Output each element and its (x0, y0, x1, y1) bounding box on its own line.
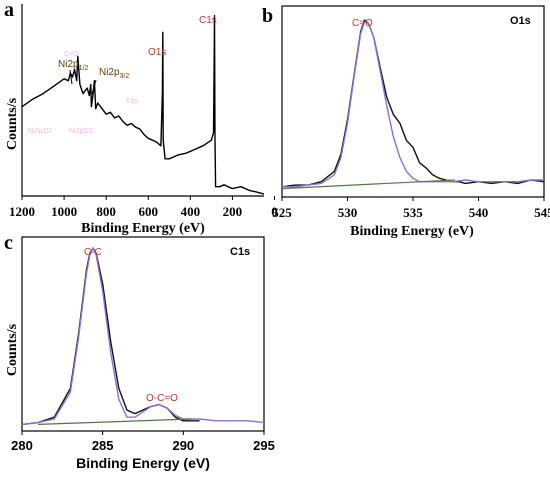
panel-a-x-tick-labels: 1200 1000 800 600 400 200 0 (9, 204, 278, 219)
panel-b-co-label: C=O (352, 18, 373, 29)
x-tick-label: 800 (96, 204, 116, 219)
panel-a-ni2p12-pointer (69, 69, 73, 85)
series-line-3 (281, 179, 455, 190)
panel-a: a 1200 1000 800 600 400 200 0 Binding Energy (… (4, 0, 278, 236)
x-tick-label: 600 (139, 204, 159, 219)
panel-b-x-ticks (281, 197, 545, 201)
panel-c-x-ticks (21, 431, 265, 435)
panel-a-series (21, 14, 265, 195)
panel-c-cc-label: C-C (84, 247, 102, 258)
x-tick-label: 295 (253, 438, 275, 453)
x-tick-label: 530 (338, 205, 358, 220)
series-line-3 (38, 418, 192, 425)
series-line-1 (21, 14, 265, 195)
panel-a-axes (21, 4, 264, 197)
svg-text:Ni2p1/2: Ni2p1/2 (58, 59, 88, 72)
x-tick-label: 535 (403, 205, 423, 220)
x-tick-label: 0 (271, 204, 278, 219)
panel-c-title: C1s (230, 246, 250, 258)
panel-c: c 280 285 290 295 Binding Energy (eV) Count… (4, 232, 275, 471)
series-line-2 (21, 247, 265, 426)
x-tick-label: 285 (92, 438, 114, 453)
series-line-2 (282, 21, 544, 188)
panel-c-x-tick-labels: 280 285 290 295 (11, 438, 275, 453)
panel-c-frame (21, 236, 265, 432)
panel-b-x-tick-labels: 525 530 535 540 545 (272, 205, 550, 220)
x-tick-label: 400 (181, 204, 201, 219)
panel-a-ni2p12-label: Ni2p1/2 (58, 59, 88, 72)
panel-a-ghost-mark: F1s (126, 98, 138, 105)
svg-text:Ni2p3/2: Ni2p3/2 (99, 67, 129, 80)
x-tick-label: 200 (223, 204, 243, 219)
panel-a-ghost-mark: Ni2p1/2 (28, 128, 52, 135)
panel-b-x-axis-label: Binding Energy (eV) (350, 224, 474, 239)
panel-c-y-axis-label: Counts/s (5, 323, 20, 376)
panel-a-letter: a (4, 0, 14, 21)
panel-c-x-axis-label: Binding Energy (eV) (76, 455, 210, 471)
x-tick-label: 280 (11, 438, 33, 453)
panel-b: b 525 530 535 540 545 Binding Energy (eV) O1… (262, 5, 550, 239)
panel-b-series (281, 19, 545, 190)
panel-a-c1s-label: C1s (199, 15, 217, 26)
panel-b-frame (281, 5, 545, 198)
panel-b-letter: b (262, 5, 273, 27)
x-tick-label: 290 (172, 438, 194, 453)
panel-c-oco-label: O-C=O (146, 393, 178, 404)
x-tick-label: 1000 (51, 204, 77, 219)
x-tick-label: 545 (534, 205, 550, 220)
panel-a-o1s-label: O1s (148, 47, 166, 58)
panel-a-ni2p32-pointer (91, 79, 97, 95)
panel-c-series (21, 247, 265, 426)
panel-a-x-axis-label: Binding Energy (eV) (81, 221, 205, 236)
panel-a-x-ticks (21, 196, 276, 200)
panel-b-title: O1s (510, 15, 531, 27)
panel-a-y-axis-label: Counts/s (5, 97, 20, 150)
panel-a-ni2p32-label: Ni2p3/2 (99, 67, 129, 80)
panel-a-ghost-mark: Ni2p3/2 (69, 128, 93, 135)
panel-a-ghost-mark: C=O (64, 51, 79, 58)
x-tick-label: 540 (469, 205, 489, 220)
x-tick-label: 1200 (9, 204, 35, 219)
series-line-1 (281, 19, 545, 188)
panel-c-letter: c (4, 232, 13, 254)
x-tick-label: 525 (272, 205, 292, 220)
